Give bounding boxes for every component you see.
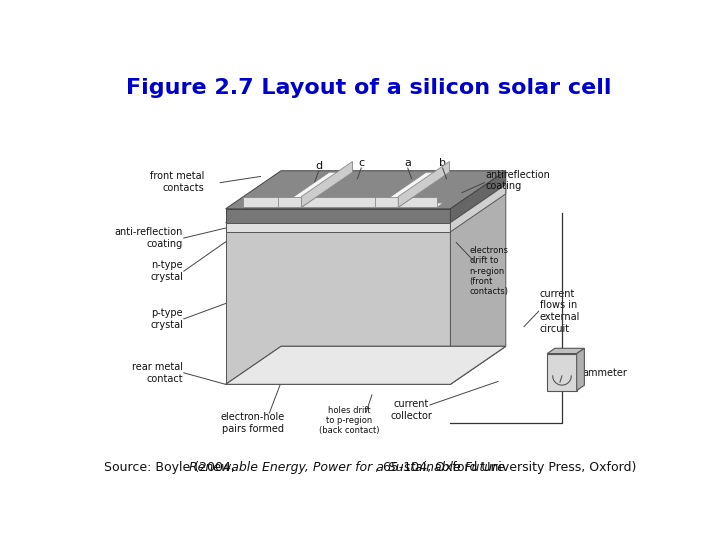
Text: electron-hole
pairs formed: electron-hole pairs formed [220,412,285,434]
Text: Figure 2.7 Layout of a silicon solar cell: Figure 2.7 Layout of a silicon solar cel… [126,78,612,98]
Text: rear metal
contact: rear metal contact [132,362,183,383]
Polygon shape [547,354,577,390]
Polygon shape [451,185,505,232]
Polygon shape [225,222,451,232]
Text: antireflection
coating: antireflection coating [485,170,550,191]
Text: n-type
crystal: n-type crystal [150,260,183,282]
Polygon shape [225,209,451,222]
Polygon shape [225,346,505,384]
Polygon shape [278,197,302,207]
Polygon shape [398,161,449,207]
Polygon shape [577,348,585,390]
Text: Source: Boyle (2004,: Source: Boyle (2004, [104,461,239,474]
Polygon shape [243,197,437,207]
Text: electrons
drift to
n-region
(front
contacts): electrons drift to n-region (front conta… [469,246,509,296]
Polygon shape [225,346,505,384]
Text: holes drift
to p-region
(back contact): holes drift to p-region (back contact) [320,406,380,435]
Text: c: c [358,158,364,168]
Text: p-type
crystal: p-type crystal [150,308,183,330]
Text: front metal
contacts: front metal contacts [150,171,204,193]
Text: ammeter: ammeter [582,368,627,378]
Polygon shape [278,172,353,207]
Text: b: b [439,158,446,168]
Polygon shape [302,161,353,207]
Text: , 65-104, Oxford University Press, Oxford): , 65-104, Oxford University Press, Oxfor… [374,461,636,474]
Polygon shape [225,185,505,222]
Polygon shape [375,172,449,207]
Polygon shape [375,197,398,207]
Text: Renewable Energy, Power for a Sustainable Future: Renewable Energy, Power for a Sustainabl… [189,461,505,474]
Polygon shape [225,222,451,384]
Text: d: d [315,161,322,171]
Polygon shape [451,185,505,384]
Text: a: a [405,158,411,168]
Text: current
flows in
external
circuit: current flows in external circuit [539,289,580,334]
Polygon shape [451,171,505,222]
Text: current
collector: current collector [391,399,433,421]
Polygon shape [243,203,444,207]
Text: anti-reflection
coating: anti-reflection coating [114,227,183,249]
Polygon shape [547,348,585,354]
Polygon shape [225,171,505,209]
